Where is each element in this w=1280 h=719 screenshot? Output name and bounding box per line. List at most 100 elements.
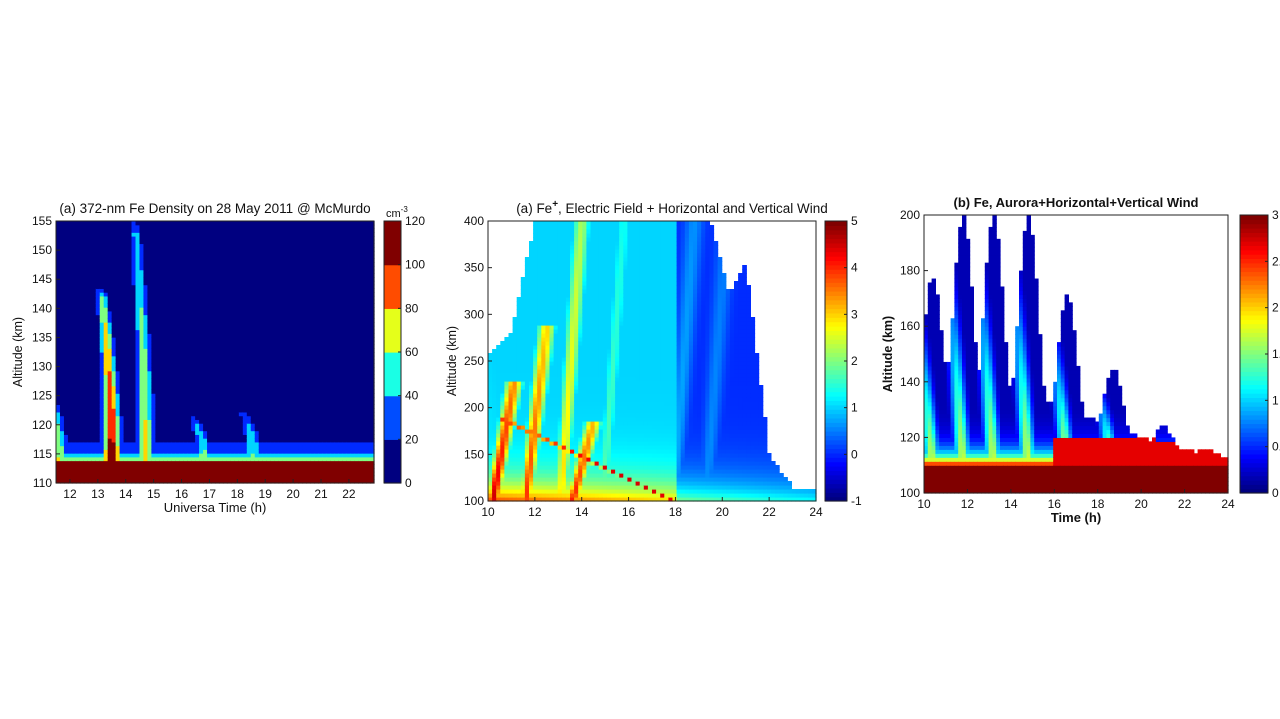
heatmap-cell <box>334 471 339 477</box>
heatmap-cell <box>302 456 308 462</box>
heatmap-cell <box>56 445 61 450</box>
heatmap-cell <box>195 404 200 409</box>
heatmap-cell <box>254 475 260 480</box>
heatmap-cell <box>56 288 61 293</box>
heatmap-cell <box>107 254 113 260</box>
heatmap-cell <box>207 303 212 308</box>
heatmap-cell <box>191 232 196 237</box>
heatmap-cell <box>242 400 248 405</box>
heatmap-cell <box>183 228 188 233</box>
heatmap-cell <box>211 411 216 417</box>
heatmap-cell <box>250 471 256 477</box>
heatmap-cell <box>167 378 172 383</box>
heatmap-cell <box>59 374 65 379</box>
heatmap-cell <box>266 295 272 301</box>
heatmap-cell <box>71 419 77 424</box>
heatmap-cell <box>326 288 331 293</box>
heatmap-cell <box>318 292 323 297</box>
heatmap-cell <box>203 441 208 447</box>
heatmap-cell <box>274 273 280 278</box>
heatmap-cell <box>262 254 268 260</box>
heatmap-cell <box>111 318 117 323</box>
heatmap-cell <box>87 262 93 267</box>
heatmap-cell <box>302 468 308 473</box>
heatmap-cell <box>254 277 260 282</box>
heatmap-cell <box>63 344 69 349</box>
heatmap-cell <box>115 468 121 473</box>
heatmap-cell <box>171 408 176 413</box>
heatmap-cell <box>322 333 327 338</box>
heatmap-cell <box>95 363 101 368</box>
heatmap-cell <box>254 221 260 226</box>
heatmap-cell <box>230 325 236 331</box>
heatmap-cell <box>179 460 184 465</box>
heatmap-cell <box>191 378 196 383</box>
heatmap-cell <box>199 464 204 469</box>
heatmap-cell <box>119 329 125 334</box>
heatmap-cell <box>326 475 331 480</box>
heatmap-cell <box>75 381 81 387</box>
heatmap-cell <box>159 314 164 319</box>
heatmap-cell <box>250 366 256 372</box>
heatmap-cell <box>322 385 327 391</box>
heatmap-cell <box>147 430 153 435</box>
heatmap-cell <box>95 295 101 301</box>
heatmap-cell <box>123 449 129 454</box>
heatmap-cell <box>123 258 129 263</box>
heatmap-cell <box>139 310 145 316</box>
heatmap-cell <box>222 396 228 402</box>
heatmap-cell <box>71 453 77 458</box>
heatmap-cell <box>167 385 172 391</box>
heatmap-cell <box>286 333 292 338</box>
heatmap-cell <box>195 460 200 465</box>
heatmap-cell <box>266 400 272 405</box>
heatmap-cell <box>87 359 93 364</box>
heatmap-cell <box>56 254 61 260</box>
heatmap-cell <box>246 378 252 383</box>
heatmap-cell <box>127 292 133 297</box>
heatmap-cell <box>56 400 61 405</box>
heatmap-cell <box>215 464 220 469</box>
heatmap-cell <box>171 224 176 230</box>
heatmap-cell <box>215 430 220 435</box>
heatmap-cell <box>298 295 304 301</box>
heatmap-cell <box>159 318 164 323</box>
heatmap-cell <box>179 475 184 480</box>
heatmap-cell <box>282 464 288 469</box>
heatmap-cell <box>83 453 89 458</box>
heatmap-cell <box>262 438 268 443</box>
heatmap-cell <box>226 441 232 447</box>
heatmap-cell <box>222 434 228 439</box>
heatmap-cell <box>286 292 292 297</box>
heatmap-cell <box>250 370 256 376</box>
heatmap-cell <box>155 426 160 432</box>
heatmap-cell <box>334 378 339 383</box>
heatmap-cell <box>167 314 172 319</box>
heatmap-cell <box>91 426 97 432</box>
heatmap-cell <box>127 456 133 462</box>
heatmap-cell <box>115 314 121 319</box>
heatmap-cell <box>334 430 339 435</box>
heatmap-cell <box>123 337 129 342</box>
heatmap-cell <box>218 352 224 357</box>
heatmap-cell <box>67 434 73 439</box>
heatmap-cell <box>183 352 188 357</box>
heatmap-cell <box>56 322 61 327</box>
heatmap-cell <box>242 262 248 267</box>
heatmap-cell <box>322 460 327 465</box>
heatmap-cell <box>262 359 268 364</box>
heatmap-cell <box>87 340 93 346</box>
heatmap-cell <box>250 453 256 458</box>
heatmap-cell <box>151 438 156 443</box>
heatmap-cell <box>159 247 164 252</box>
heatmap-cell <box>270 280 276 286</box>
heatmap-cell <box>250 400 256 405</box>
heatmap-cell <box>107 441 113 447</box>
heatmap-cell <box>111 419 117 424</box>
heatmap-cell <box>159 423 164 428</box>
heatmap-cell <box>71 322 77 327</box>
heatmap-cell <box>63 479 69 484</box>
heatmap-cell <box>119 464 125 469</box>
heatmap-cell <box>286 284 292 289</box>
heatmap-cell <box>175 228 180 233</box>
